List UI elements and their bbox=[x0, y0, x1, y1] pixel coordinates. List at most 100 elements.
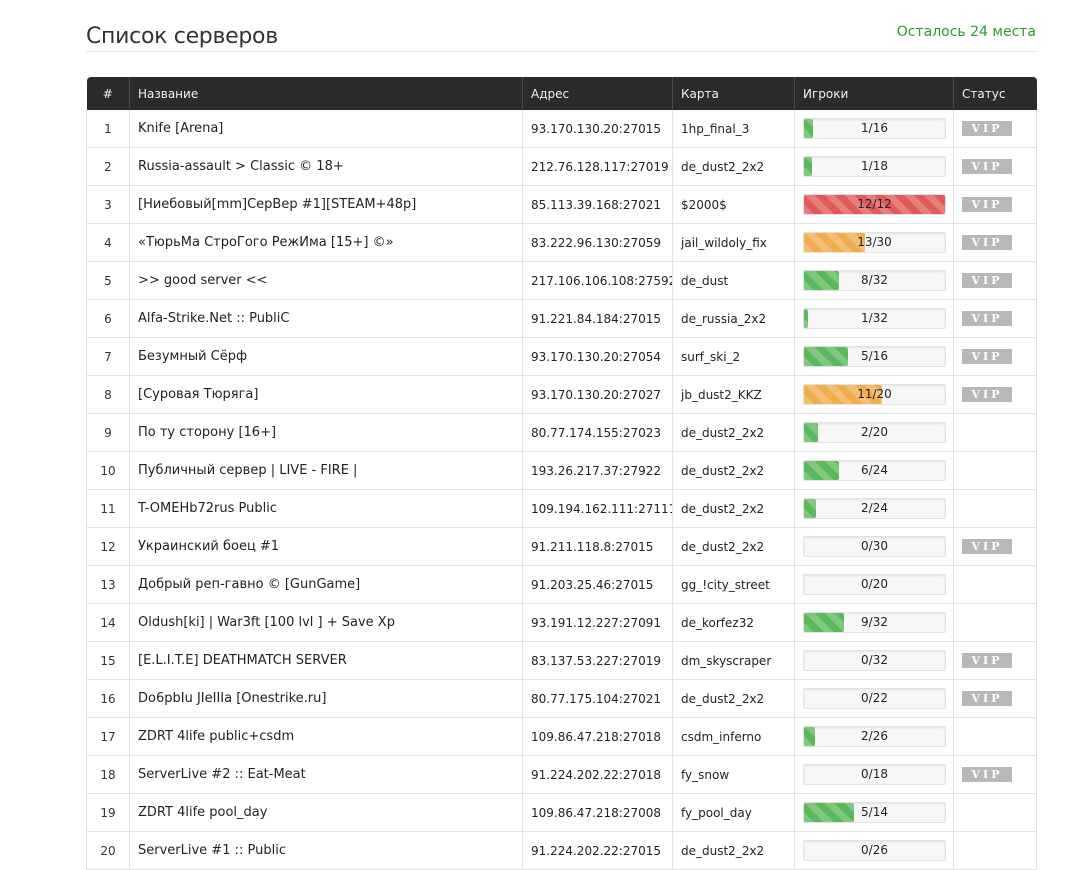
table-row[interactable]: 9 По ту сторону [16+] 80.77.174.155:27023 d… bbox=[86, 413, 1037, 452]
table-row[interactable]: 12 Украинский боец #1 91.211.118.8:27015 de… bbox=[86, 527, 1037, 566]
server-address[interactable]: 83.137.53.227:27019 bbox=[522, 641, 673, 680]
server-table-body: 1 Knife [Arena] 93.170.130.20:27015 1hp_fin… bbox=[86, 110, 1037, 870]
table-row[interactable]: 19 ZDRT 4life pool_day 109.86.47.218:27008… bbox=[86, 793, 1037, 832]
table-row[interactable]: 14 Oldush[ki] | War3ft [100 lvl ] + Save … bbox=[86, 603, 1037, 642]
players-cell: 2/26 bbox=[794, 717, 954, 756]
table-row[interactable]: 16 Do6pbIu JIeIIIa [Onestrike.ru] 80.77.17… bbox=[86, 679, 1037, 718]
players-cell: 13/30 bbox=[794, 223, 954, 262]
table-row[interactable]: 18 ServerLive #2 :: Eat-Meat 91.224.202.22… bbox=[86, 755, 1037, 794]
vip-badge: VIP bbox=[962, 539, 1012, 554]
server-address[interactable]: 91.224.202.22:27015 bbox=[522, 831, 673, 870]
table-row[interactable]: 5 >> good server << 217.106.106.108:27592 d… bbox=[86, 261, 1037, 300]
players-progress-fill bbox=[804, 727, 815, 746]
server-address[interactable]: 193.26.217.37:27922 bbox=[522, 451, 673, 490]
table-row[interactable]: 15 [E.L.I.T.E] DEATHMATCH SERVER 83.137.53… bbox=[86, 641, 1037, 680]
column-header-map[interactable]: Карта bbox=[672, 77, 795, 110]
server-name[interactable]: [Суровая Тюряга] bbox=[129, 375, 523, 414]
server-name[interactable]: «ТюрьМа СтроГого РежИма [15+] ©» bbox=[129, 223, 523, 262]
server-name[interactable]: Добрый реп-гавно © [GunGame] bbox=[129, 565, 523, 604]
table-row[interactable]: 4 «ТюрьМа СтроГого РежИма [15+] ©» 83.222.… bbox=[86, 223, 1037, 262]
status-cell bbox=[953, 489, 1037, 528]
players-progress-fill bbox=[804, 233, 866, 252]
server-address[interactable]: 93.191.12.227:27091 bbox=[522, 603, 673, 642]
server-address[interactable]: 93.170.130.20:27015 bbox=[522, 110, 673, 148]
server-name[interactable]: T-OMEHb72rus Public bbox=[129, 489, 523, 528]
players-count: 2/26 bbox=[861, 729, 888, 743]
players-progress-bar: 5/14 bbox=[803, 802, 946, 823]
vip-badge: VIP bbox=[962, 273, 1012, 288]
table-row[interactable]: 1 Knife [Arena] 93.170.130.20:27015 1hp_fin… bbox=[86, 110, 1037, 148]
server-name[interactable]: Russia-assault > Classic © 18+ bbox=[129, 147, 523, 186]
players-progress-fill bbox=[804, 423, 819, 442]
server-name[interactable]: >> good server << bbox=[129, 261, 523, 300]
table-row[interactable]: 8 [Суровая Тюряга] 93.170.130.20:27027 jb_d… bbox=[86, 375, 1037, 414]
players-cell: 0/20 bbox=[794, 565, 954, 604]
server-address[interactable]: 109.194.162.111:27111 bbox=[522, 489, 673, 528]
table-row[interactable]: 17 ZDRT 4life public+csdm 109.86.47.218:27… bbox=[86, 717, 1037, 756]
server-name[interactable]: Безумный Сёрф bbox=[129, 337, 523, 376]
status-cell bbox=[953, 717, 1037, 756]
server-address[interactable]: 109.86.47.218:27018 bbox=[522, 717, 673, 756]
server-address[interactable]: 91.224.202.22:27018 bbox=[522, 755, 673, 794]
column-header-address[interactable]: Адрес bbox=[522, 77, 673, 110]
server-name[interactable]: ServerLive #1 :: Public bbox=[129, 831, 523, 870]
server-table: # Название Адрес Карта Игроки Статус 1 Kn… bbox=[86, 77, 1037, 870]
players-cell: 11/20 bbox=[794, 375, 954, 414]
server-address[interactable]: 93.170.130.20:27027 bbox=[522, 375, 673, 414]
server-address[interactable]: 85.113.39.168:27021 bbox=[522, 185, 673, 224]
vip-badge: VIP bbox=[962, 767, 1012, 782]
column-header-players[interactable]: Игроки bbox=[794, 77, 954, 110]
server-address[interactable]: 83.222.96.130:27059 bbox=[522, 223, 673, 262]
server-address[interactable]: 212.76.128.117:27019 bbox=[522, 147, 673, 186]
server-name[interactable]: Публичный сервер | LIVE - FIRE | bbox=[129, 451, 523, 490]
players-count: 0/30 bbox=[861, 539, 888, 553]
table-row[interactable]: 13 Добрый реп-гавно © [GunGame] 91.203.25.… bbox=[86, 565, 1037, 604]
server-name[interactable]: Knife [Arena] bbox=[129, 110, 523, 148]
players-count: 12/12 bbox=[857, 197, 892, 211]
server-name[interactable]: [Ниебовый[mm]СерВер #1][STEAM+48p] bbox=[129, 185, 523, 224]
server-number: 4 bbox=[86, 223, 130, 262]
server-address[interactable]: 93.170.130.20:27054 bbox=[522, 337, 673, 376]
players-count: 0/32 bbox=[861, 653, 888, 667]
table-row[interactable]: 11 T-OMEHb72rus Public 109.194.162.111:271… bbox=[86, 489, 1037, 528]
players-progress-bar: 0/22 bbox=[803, 688, 946, 709]
table-row[interactable]: 7 Безумный Сёрф 93.170.130.20:27054 surf_sk… bbox=[86, 337, 1037, 376]
server-address[interactable]: 217.106.106.108:27592 bbox=[522, 261, 673, 300]
column-header-num[interactable]: # bbox=[86, 77, 130, 110]
column-header-name[interactable]: Название bbox=[129, 77, 523, 110]
table-row[interactable]: 2 Russia-assault > Classic © 18+ 212.76.12… bbox=[86, 147, 1037, 186]
server-name[interactable]: Oldush[ki] | War3ft [100 lvl ] + Save Xp bbox=[129, 603, 523, 642]
server-number: 8 bbox=[86, 375, 130, 414]
column-header-status[interactable]: Статус bbox=[953, 77, 1037, 110]
table-row[interactable]: 20 ServerLive #1 :: Public 91.224.202.22:2… bbox=[86, 831, 1037, 870]
players-count: 9/32 bbox=[861, 615, 888, 629]
server-map: gg_!city_street bbox=[672, 565, 795, 604]
players-progress-bar: 0/32 bbox=[803, 650, 946, 671]
server-name[interactable]: [E.L.I.T.E] DEATHMATCH SERVER bbox=[129, 641, 523, 680]
server-address[interactable]: 109.86.47.218:27008 bbox=[522, 793, 673, 832]
players-count: 0/22 bbox=[861, 691, 888, 705]
server-map: de_dust bbox=[672, 261, 795, 300]
server-name[interactable]: ServerLive #2 :: Eat-Meat bbox=[129, 755, 523, 794]
server-name[interactable]: Alfa-Strike.Net :: PubliC bbox=[129, 299, 523, 338]
server-address[interactable]: 80.77.174.155:27023 bbox=[522, 413, 673, 452]
server-address[interactable]: 80.77.175.104:27021 bbox=[522, 679, 673, 718]
server-address[interactable]: 91.221.84.184:27015 bbox=[522, 299, 673, 338]
players-count: 5/14 bbox=[861, 805, 888, 819]
server-name[interactable]: По ту сторону [16+] bbox=[129, 413, 523, 452]
server-number: 10 bbox=[86, 451, 130, 490]
server-map: fy_snow bbox=[672, 755, 795, 794]
server-number: 12 bbox=[86, 527, 130, 566]
players-cell: 0/32 bbox=[794, 641, 954, 680]
server-name[interactable]: ZDRT 4life pool_day bbox=[129, 793, 523, 832]
server-name[interactable]: Do6pbIu JIeIIIa [Onestrike.ru] bbox=[129, 679, 523, 718]
table-row[interactable]: 6 Alfa-Strike.Net :: PubliC 91.221.84.184:… bbox=[86, 299, 1037, 338]
players-cell: 1/18 bbox=[794, 147, 954, 186]
table-row[interactable]: 3 [Ниебовый[mm]СерВер #1][STEAM+48p] 85.11… bbox=[86, 185, 1037, 224]
server-address[interactable]: 91.203.25.46:27015 bbox=[522, 565, 673, 604]
server-name[interactable]: Украинский боец #1 bbox=[129, 527, 523, 566]
table-row[interactable]: 10 Публичный сервер | LIVE - FIRE | 193.26… bbox=[86, 451, 1037, 490]
server-address[interactable]: 91.211.118.8:27015 bbox=[522, 527, 673, 566]
server-name[interactable]: ZDRT 4life public+csdm bbox=[129, 717, 523, 756]
server-map: csdm_inferno bbox=[672, 717, 795, 756]
